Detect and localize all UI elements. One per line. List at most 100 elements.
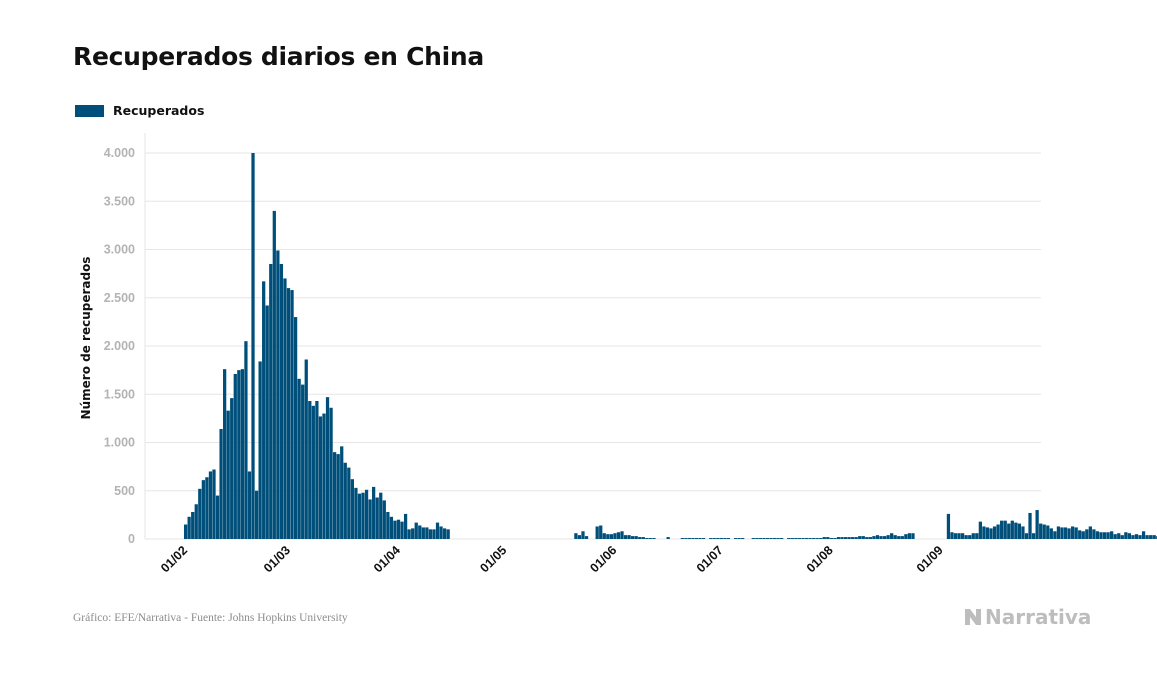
- bar: [861, 536, 865, 539]
- bar: [1131, 535, 1135, 539]
- bar: [978, 521, 982, 539]
- bar: [201, 480, 205, 539]
- y-tick-label: 3.500: [104, 194, 135, 208]
- bar: [1021, 526, 1025, 539]
- bar: [1049, 528, 1053, 539]
- bar: [826, 537, 830, 539]
- bar: [897, 536, 901, 539]
- bar: [322, 413, 326, 539]
- bar: [882, 536, 887, 539]
- bar: [254, 490, 259, 539]
- bar: [851, 537, 855, 539]
- bar: [403, 513, 408, 539]
- bar: [325, 397, 330, 539]
- bar: [992, 526, 997, 539]
- bar: [336, 454, 340, 539]
- bar: [411, 528, 415, 539]
- bar: [868, 537, 872, 539]
- bar: [950, 532, 954, 539]
- bar: [208, 471, 213, 539]
- bar: [215, 495, 220, 539]
- bar: [634, 536, 638, 539]
- bar: [755, 538, 759, 539]
- bar: [741, 538, 745, 539]
- bar: [815, 538, 819, 539]
- chart-title: Recuperados diarios en China: [73, 42, 484, 71]
- bar: [577, 535, 582, 539]
- bar: [1031, 533, 1036, 539]
- bar: [1028, 512, 1032, 539]
- bar: [187, 516, 191, 539]
- bar: [854, 537, 858, 539]
- legend-label: Recuperados: [113, 103, 205, 118]
- bar: [269, 263, 273, 539]
- bar: [627, 535, 631, 539]
- y-tick-label: 1.500: [104, 387, 135, 401]
- bar: [442, 528, 447, 539]
- bar: [226, 410, 230, 539]
- bar: [772, 538, 777, 539]
- bar: [726, 538, 731, 539]
- bar: [240, 369, 245, 539]
- y-axis-label: Número de recuperados: [79, 257, 93, 420]
- x-tick-label: 01/03: [261, 543, 293, 575]
- bar: [960, 533, 965, 539]
- bar: [875, 535, 880, 539]
- bar: [1095, 531, 1100, 539]
- bar: [865, 537, 869, 539]
- bar: [446, 529, 450, 539]
- bar: [1127, 533, 1132, 539]
- bar: [843, 537, 848, 539]
- bar: [1003, 520, 1007, 539]
- source-note: Gráfico: EFE/Narrativa - Fuente: Johns H…: [73, 612, 348, 624]
- y-tick-label: 2.000: [104, 339, 135, 353]
- bar: [1078, 530, 1082, 539]
- bar: [1117, 533, 1121, 539]
- bar: [1099, 532, 1103, 539]
- bar: [957, 533, 961, 539]
- bar: [311, 405, 315, 539]
- bar: [396, 519, 401, 539]
- bar: [574, 533, 578, 539]
- bar: [333, 452, 337, 539]
- bar: [1074, 527, 1078, 539]
- bar: [357, 493, 362, 539]
- bar: [1106, 532, 1110, 539]
- bar: [584, 536, 589, 539]
- bar: [347, 467, 351, 539]
- bar: [283, 278, 287, 539]
- y-tick-label: 1.000: [104, 436, 135, 450]
- bar: [620, 531, 624, 539]
- bar: [719, 538, 723, 539]
- bar: [609, 534, 613, 539]
- bar: [787, 538, 791, 539]
- bar: [1088, 526, 1092, 539]
- bar: [237, 370, 241, 540]
- bar: [205, 477, 209, 539]
- y-tick-label: 0: [128, 532, 135, 546]
- bar: [797, 538, 802, 539]
- bar: [769, 538, 773, 539]
- bar: [833, 538, 837, 539]
- bar: [886, 535, 890, 539]
- bar: [233, 373, 237, 539]
- bar: [758, 538, 763, 539]
- bar: [354, 487, 358, 539]
- brand-logo: Narrativa: [963, 605, 1091, 629]
- y-tick-label: 4.000: [104, 146, 135, 160]
- bar: [733, 538, 738, 539]
- bar: [198, 488, 202, 539]
- bar: [183, 524, 188, 539]
- bar: [687, 538, 692, 539]
- bar: [212, 469, 216, 539]
- bar: [315, 401, 319, 539]
- bar: [975, 533, 979, 539]
- bar: [251, 153, 255, 539]
- bar: [968, 535, 972, 539]
- bar: [1024, 533, 1029, 539]
- bar: [1124, 532, 1128, 539]
- bar: [581, 531, 585, 539]
- bar: [425, 527, 429, 539]
- bar: [1056, 526, 1061, 539]
